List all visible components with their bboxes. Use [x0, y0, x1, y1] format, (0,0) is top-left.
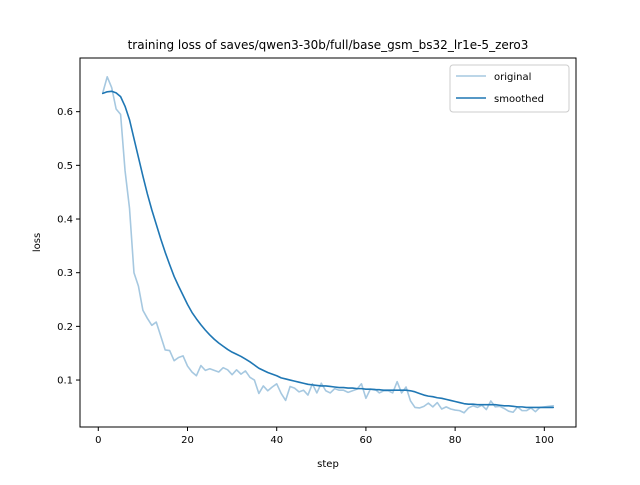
axis-ticks: 0 20 40 60 80 100 0.1 0.2 0.3 0.4 0.5 0.6 [57, 107, 554, 446]
plot-area [101, 75, 555, 414]
y-tick-label: 0.6 [57, 107, 73, 118]
y-tick-label: 0.5 [57, 161, 73, 172]
y-tick-label: 0.3 [57, 268, 73, 279]
x-tick-label: 0 [95, 435, 101, 446]
legend: original smoothed [449, 64, 570, 113]
x-tick-label: 20 [181, 435, 194, 446]
x-tick-label: 80 [449, 435, 462, 446]
axes-frame [79, 57, 577, 428]
chart-title: training loss of saves/qwen3-30b/full/ba… [128, 38, 529, 52]
legend-label-smoothed: smoothed [494, 94, 544, 105]
x-axis-label: step [317, 459, 339, 470]
y-tick-label: 0.4 [57, 215, 73, 226]
x-tick-label: 100 [535, 435, 554, 446]
legend-label-original: original [494, 72, 531, 83]
x-tick-label: 60 [360, 435, 373, 446]
y-tick-label: 0.2 [57, 322, 73, 333]
series-line-original [101, 75, 555, 414]
series-line-smoothed [101, 90, 555, 409]
y-tick-label: 0.1 [57, 376, 73, 387]
x-tick-label: 40 [270, 435, 283, 446]
y-axis-label: loss [32, 233, 43, 252]
